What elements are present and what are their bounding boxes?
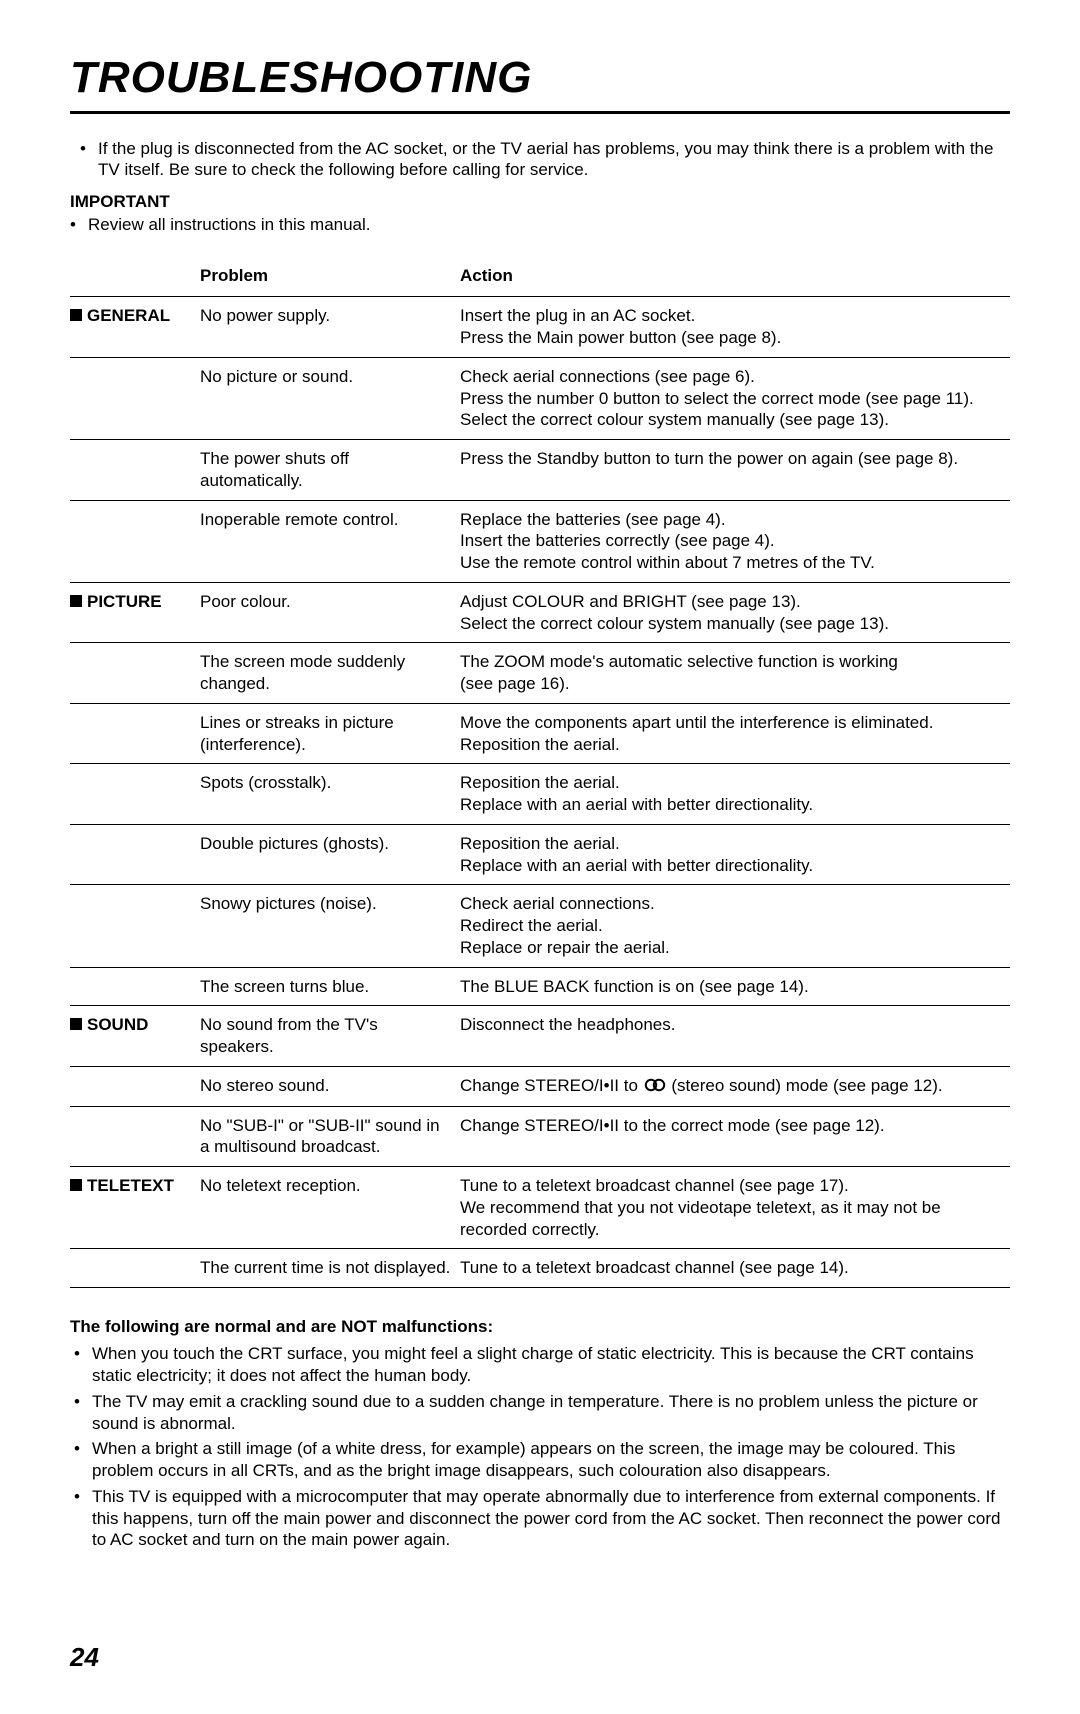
- table-row: The current time is not displayed. Tune …: [70, 1249, 1010, 1288]
- table-row: Double pictures (ghosts). Reposition the…: [70, 824, 1010, 885]
- table-row: Snowy pictures (noise). Check aerial con…: [70, 885, 1010, 967]
- action-cell: The ZOOM mode's automatic selective func…: [460, 643, 1010, 704]
- action-cell: Move the components apart until the inte…: [460, 703, 1010, 764]
- problem-cell: Spots (crosstalk).: [200, 764, 460, 825]
- section-label-general: GENERAL: [70, 297, 200, 358]
- intro-text: If the plug is disconnected from the AC …: [98, 138, 1010, 181]
- action-cell: Check aerial connections.Redirect the ae…: [460, 885, 1010, 967]
- bullet-icon: •: [70, 214, 88, 235]
- table-row: SOUND No sound from the TV's speakers. D…: [70, 1006, 1010, 1067]
- table-row: Spots (crosstalk). Reposition the aerial…: [70, 764, 1010, 825]
- stereo-symbol-icon: [643, 1076, 667, 1098]
- problem-cell: No "SUB-I" or "SUB-II" sound in a multis…: [200, 1106, 460, 1167]
- header-problem: Problem: [200, 261, 460, 297]
- problem-cell: Inoperable remote control.: [200, 500, 460, 582]
- section-label-teletext: TELETEXT: [70, 1167, 200, 1249]
- bullet-icon: •: [70, 1343, 92, 1365]
- section-label-text: SOUND: [87, 1015, 148, 1034]
- note-text: This TV is equipped with a microcomputer…: [92, 1486, 1010, 1551]
- note-text: When a bright a still image (of a white …: [92, 1438, 1010, 1482]
- table-row: TELETEXT No teletext reception. Tune to …: [70, 1167, 1010, 1249]
- header-blank: [70, 261, 200, 297]
- square-icon: [70, 309, 82, 321]
- problem-cell: No stereo sound.: [200, 1066, 460, 1106]
- table-row: PICTURE Poor colour. Adjust COLOUR and B…: [70, 582, 1010, 643]
- note-row: • When you touch the CRT surface, you mi…: [70, 1343, 1010, 1387]
- section-label-text: GENERAL: [87, 306, 170, 325]
- intro-row: • If the plug is disconnected from the A…: [80, 138, 1010, 181]
- note-row: • When a bright a still image (of a whit…: [70, 1438, 1010, 1482]
- problem-cell: The current time is not displayed.: [200, 1249, 460, 1288]
- note-row: • This TV is equipped with a microcomput…: [70, 1486, 1010, 1551]
- problem-cell: No power supply.: [200, 297, 460, 358]
- bullet-icon: •: [70, 1486, 92, 1508]
- action-cell: Replace the batteries (see page 4).Inser…: [460, 500, 1010, 582]
- problem-cell: The screen turns blue.: [200, 967, 460, 1006]
- problem-cell: Lines or streaks in picture (interferenc…: [200, 703, 460, 764]
- problem-cell: Snowy pictures (noise).: [200, 885, 460, 967]
- table-header-row: Problem Action: [70, 261, 1010, 297]
- action-cell: Change STEREO/I•II to (stereo sound) mod…: [460, 1066, 1010, 1106]
- action-cell: Press the Standby button to turn the pow…: [460, 440, 1010, 501]
- action-cell: Adjust COLOUR and BRIGHT (see page 13).S…: [460, 582, 1010, 643]
- action-cell: Check aerial connections (see page 6).Pr…: [460, 357, 1010, 439]
- problem-cell: The screen mode suddenly changed.: [200, 643, 460, 704]
- review-row: • Review all instructions in this manual…: [70, 214, 1010, 235]
- note-text: When you touch the CRT surface, you migh…: [92, 1343, 1010, 1387]
- table-row: Lines or streaks in picture (interferenc…: [70, 703, 1010, 764]
- bullet-icon: •: [80, 138, 98, 159]
- table-row: No "SUB-I" or "SUB-II" sound in a multis…: [70, 1106, 1010, 1167]
- problem-cell: No teletext reception.: [200, 1167, 460, 1249]
- problem-cell: Poor colour.: [200, 582, 460, 643]
- review-text: Review all instructions in this manual.: [88, 214, 371, 235]
- section-label-picture: PICTURE: [70, 582, 200, 643]
- table-row: No stereo sound. Change STEREO/I•II to (…: [70, 1066, 1010, 1106]
- action-text-pre: Change STEREO/I•II to: [460, 1076, 643, 1095]
- action-cell: Reposition the aerial.Replace with an ae…: [460, 764, 1010, 825]
- table-row: The power shuts off automatically. Press…: [70, 440, 1010, 501]
- table-row: Inoperable remote control. Replace the b…: [70, 500, 1010, 582]
- action-cell: Disconnect the headphones.: [460, 1006, 1010, 1067]
- page-number: 24: [70, 1641, 1010, 1674]
- table-row: GENERAL No power supply. Insert the plug…: [70, 297, 1010, 358]
- table-row: The screen turns blue. The BLUE BACK fun…: [70, 967, 1010, 1006]
- table-row: No picture or sound. Check aerial connec…: [70, 357, 1010, 439]
- action-cell: Reposition the aerial.Replace with an ae…: [460, 824, 1010, 885]
- action-text-post: (stereo sound) mode (see page 12).: [667, 1076, 943, 1095]
- action-cell: The BLUE BACK function is on (see page 1…: [460, 967, 1010, 1006]
- page-title: TROUBLESHOOTING: [70, 50, 1010, 114]
- section-label-sound: SOUND: [70, 1006, 200, 1067]
- action-cell: Tune to a teletext broadcast channel (se…: [460, 1167, 1010, 1249]
- important-label: IMPORTANT: [70, 191, 1010, 212]
- notes-heading: The following are normal and are NOT mal…: [70, 1316, 1010, 1337]
- action-cell: Insert the plug in an AC socket.Press th…: [460, 297, 1010, 358]
- section-label-text: TELETEXT: [87, 1176, 174, 1195]
- square-icon: [70, 1179, 82, 1191]
- note-row: • The TV may emit a crackling sound due …: [70, 1391, 1010, 1435]
- troubleshooting-table: Problem Action GENERAL No power supply. …: [70, 261, 1010, 1288]
- section-label-text: PICTURE: [87, 592, 162, 611]
- bullet-icon: •: [70, 1391, 92, 1413]
- square-icon: [70, 1018, 82, 1030]
- square-icon: [70, 595, 82, 607]
- problem-cell: Double pictures (ghosts).: [200, 824, 460, 885]
- note-text: The TV may emit a crackling sound due to…: [92, 1391, 1010, 1435]
- header-action: Action: [460, 261, 1010, 297]
- problem-cell: No sound from the TV's speakers.: [200, 1006, 460, 1067]
- table-row: The screen mode suddenly changed. The ZO…: [70, 643, 1010, 704]
- problem-cell: The power shuts off automatically.: [200, 440, 460, 501]
- bullet-icon: •: [70, 1438, 92, 1460]
- problem-cell: No picture or sound.: [200, 357, 460, 439]
- action-cell: Change STEREO/I•II to the correct mode (…: [460, 1106, 1010, 1167]
- action-cell: Tune to a teletext broadcast channel (se…: [460, 1249, 1010, 1288]
